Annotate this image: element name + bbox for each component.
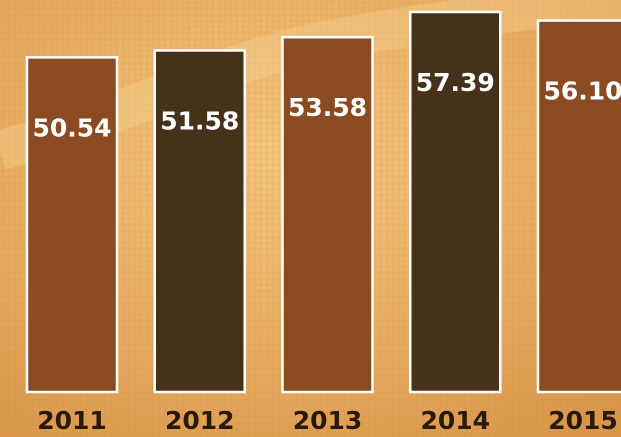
bar	[153, 49, 246, 394]
bar	[281, 35, 374, 394]
value-label: 50.54	[32, 113, 111, 142]
x-tick-label: 2013	[293, 406, 363, 435]
bar	[25, 56, 119, 394]
value-label: 56.10	[543, 77, 621, 106]
value-label: 53.58	[288, 93, 367, 122]
x-tick-label: 2015	[548, 406, 618, 435]
bar	[536, 19, 621, 394]
value-label: 51.58	[160, 106, 239, 135]
x-tick-label: 2012	[165, 406, 235, 435]
x-tick-label: 2014	[420, 406, 490, 435]
x-tick-label: 2011	[37, 406, 107, 435]
bar	[409, 10, 502, 394]
value-label: 57.39	[416, 68, 495, 97]
